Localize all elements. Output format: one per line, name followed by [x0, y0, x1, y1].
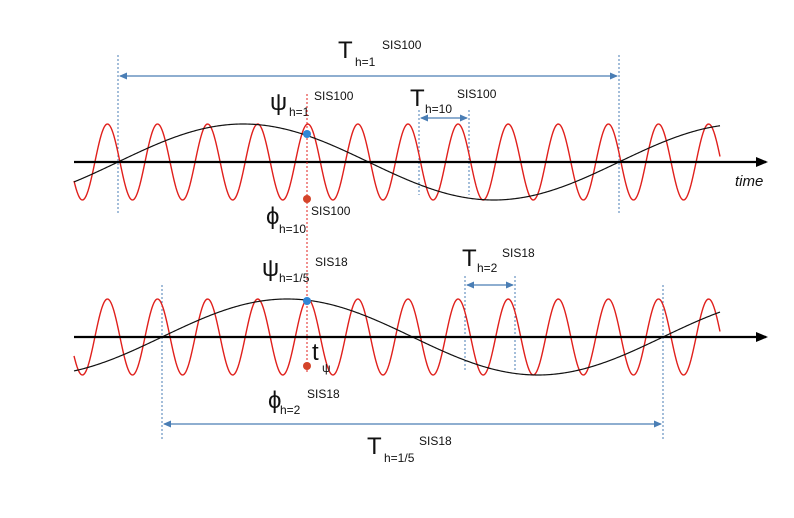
- top-panel: time T h=1 SIS100 T h=10 SIS100 ψ h=1 SI…: [73, 37, 768, 237]
- top-long-period-label: T h=1 SIS100: [338, 37, 422, 70]
- top-phi-point: [303, 195, 311, 203]
- top-phi-label: ϕ h=10 SIS100: [266, 203, 351, 237]
- bottom-psi-point: [303, 297, 311, 305]
- top-psi-label: ψ h=1 SIS100: [270, 89, 354, 120]
- bottom-phi-label: ϕ h=2 SIS18: [268, 387, 340, 418]
- time-axis-label: time: [735, 173, 763, 190]
- top-red-wave: [73, 123, 721, 201]
- bottom-psi-label: ψ h=1/5 SIS18: [262, 255, 348, 286]
- top-black-wave: [73, 123, 721, 201]
- bottom-black-wave: [73, 298, 721, 376]
- bottom-short-period-label: T h=2 SIS18: [462, 245, 535, 276]
- bottom-phi-point: [303, 362, 311, 370]
- bottom-panel: T h=2 SIS18 ψ h=1/5 SIS18 t ψ ϕ h=2 SIS1…: [73, 245, 768, 466]
- bottom-t-psi-label: t ψ: [312, 339, 331, 375]
- top-psi-point: [303, 130, 311, 138]
- top-short-period-label: T h=10 SIS100: [410, 85, 497, 117]
- bottom-long-period-label: T h=1/5 SIS18: [367, 433, 452, 466]
